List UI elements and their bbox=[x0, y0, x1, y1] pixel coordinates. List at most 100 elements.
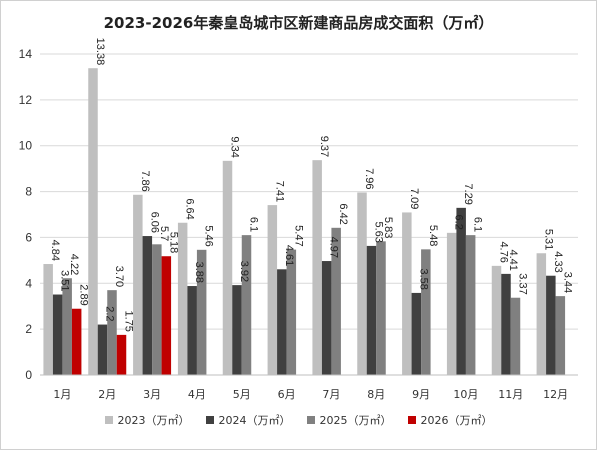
data-label: 2.2 bbox=[104, 306, 116, 321]
bar bbox=[232, 285, 242, 375]
data-label: 3.88 bbox=[193, 262, 205, 283]
bar bbox=[116, 334, 127, 375]
data-label: 4.22 bbox=[68, 254, 80, 275]
x-tick-label: 2月 bbox=[98, 388, 116, 401]
bar bbox=[546, 275, 556, 375]
data-label: 2.89 bbox=[78, 284, 90, 305]
legend-label: 2025（万㎡） bbox=[319, 414, 392, 427]
bar bbox=[312, 160, 322, 375]
data-label: 5.31 bbox=[542, 229, 554, 250]
data-label: 3.58 bbox=[417, 268, 429, 289]
data-label: 5.63 bbox=[373, 221, 385, 242]
bar bbox=[43, 264, 53, 375]
x-tick-label: 4月 bbox=[188, 388, 206, 401]
bar bbox=[52, 294, 63, 375]
data-label: 4.97 bbox=[328, 237, 340, 258]
x-tick-label: 5月 bbox=[233, 388, 251, 401]
x-tick-label: 9月 bbox=[412, 388, 430, 401]
y-tick-label: 4 bbox=[25, 276, 32, 290]
y-tick-label: 14 bbox=[19, 47, 33, 61]
bar bbox=[331, 227, 341, 375]
data-label: 7.41 bbox=[273, 181, 285, 202]
bar bbox=[71, 308, 82, 375]
y-tick-label: 12 bbox=[19, 93, 33, 107]
bar bbox=[286, 249, 297, 375]
bar bbox=[357, 192, 367, 375]
data-label: 1.75 bbox=[123, 310, 135, 331]
data-label: 7.29 bbox=[462, 183, 474, 204]
data-label: 3.70 bbox=[113, 266, 125, 287]
data-label: 6.2 bbox=[453, 215, 465, 230]
x-tick-label: 7月 bbox=[322, 388, 340, 401]
bar bbox=[277, 269, 287, 375]
data-label: 6.1 bbox=[248, 217, 260, 232]
data-label: 4.41 bbox=[507, 249, 519, 270]
bar bbox=[177, 222, 188, 375]
bar bbox=[555, 296, 566, 375]
bar bbox=[142, 236, 153, 375]
bar bbox=[97, 324, 108, 375]
data-label: 5.7 bbox=[158, 226, 170, 241]
bar bbox=[366, 245, 377, 375]
data-label: 5.18 bbox=[167, 232, 179, 253]
y-tick-label: 2 bbox=[25, 322, 32, 336]
x-tick-label: 12月 bbox=[543, 388, 568, 401]
data-label: 6.06 bbox=[148, 212, 160, 233]
bar bbox=[421, 249, 431, 375]
bar bbox=[88, 68, 98, 376]
data-label: 9.37 bbox=[318, 136, 330, 157]
legend-swatch bbox=[104, 416, 113, 424]
legend-item: 2023（万㎡） bbox=[104, 412, 190, 428]
x-tick-label: 1月 bbox=[53, 388, 71, 401]
bar bbox=[62, 278, 72, 375]
chart-title: 2023-2026年秦皇岛城市区新建商品房成交面积（万㎡） bbox=[103, 14, 494, 32]
data-label: 3.92 bbox=[238, 261, 250, 282]
bar bbox=[187, 286, 197, 375]
bar bbox=[501, 273, 511, 375]
data-label: 4.61 bbox=[283, 245, 295, 266]
data-label: 6.64 bbox=[184, 198, 196, 219]
data-label: 3.37 bbox=[517, 273, 529, 294]
data-label: 4.33 bbox=[552, 251, 564, 272]
x-tick-label: 3月 bbox=[143, 388, 161, 401]
y-tick-label: 6 bbox=[25, 230, 32, 244]
bar bbox=[267, 205, 278, 375]
bar bbox=[446, 232, 457, 375]
bar bbox=[161, 256, 172, 375]
data-label: 7.96 bbox=[363, 168, 375, 189]
data-label: 5.83 bbox=[382, 217, 394, 238]
bar bbox=[241, 235, 252, 375]
data-label: 5.48 bbox=[427, 225, 439, 246]
x-tick-label: 6月 bbox=[278, 388, 296, 401]
y-tick-label: 10 bbox=[19, 139, 33, 153]
data-label: 7.09 bbox=[408, 188, 420, 209]
legend-swatch bbox=[306, 416, 315, 424]
bar bbox=[321, 261, 332, 375]
y-tick-label: 0 bbox=[25, 368, 32, 382]
data-label: 5.46 bbox=[203, 225, 215, 246]
data-label: 13.38 bbox=[94, 38, 106, 66]
bar bbox=[107, 290, 117, 375]
legend-swatch bbox=[407, 416, 416, 424]
data-label: 9.34 bbox=[229, 136, 241, 157]
data-label: 3.44 bbox=[561, 272, 573, 293]
data-label: 7.86 bbox=[139, 170, 151, 191]
legend-label: 2024（万㎡） bbox=[218, 414, 291, 427]
x-tick-label: 11月 bbox=[498, 388, 523, 401]
bar bbox=[536, 253, 547, 375]
bar bbox=[152, 244, 162, 375]
legend-label: 2026（万㎡） bbox=[420, 414, 493, 427]
x-tick-label: 8月 bbox=[367, 388, 385, 401]
legend-item: 2025（万㎡） bbox=[306, 412, 392, 428]
legend-item: 2024（万㎡） bbox=[205, 412, 291, 428]
legend-label: 2023（万㎡） bbox=[117, 414, 190, 427]
data-label: 5.47 bbox=[292, 225, 304, 246]
y-tick-label: 8 bbox=[25, 185, 32, 199]
bar bbox=[465, 235, 476, 375]
bar bbox=[456, 207, 466, 375]
bar bbox=[402, 212, 412, 375]
x-tick-label: 10月 bbox=[453, 388, 478, 401]
data-label: 3.51 bbox=[59, 270, 71, 291]
data-label: 6.1 bbox=[472, 217, 484, 232]
chart-legend: 2023（万㎡） 2024（万㎡） 2025（万㎡） 2026（万㎡） bbox=[0, 412, 597, 428]
